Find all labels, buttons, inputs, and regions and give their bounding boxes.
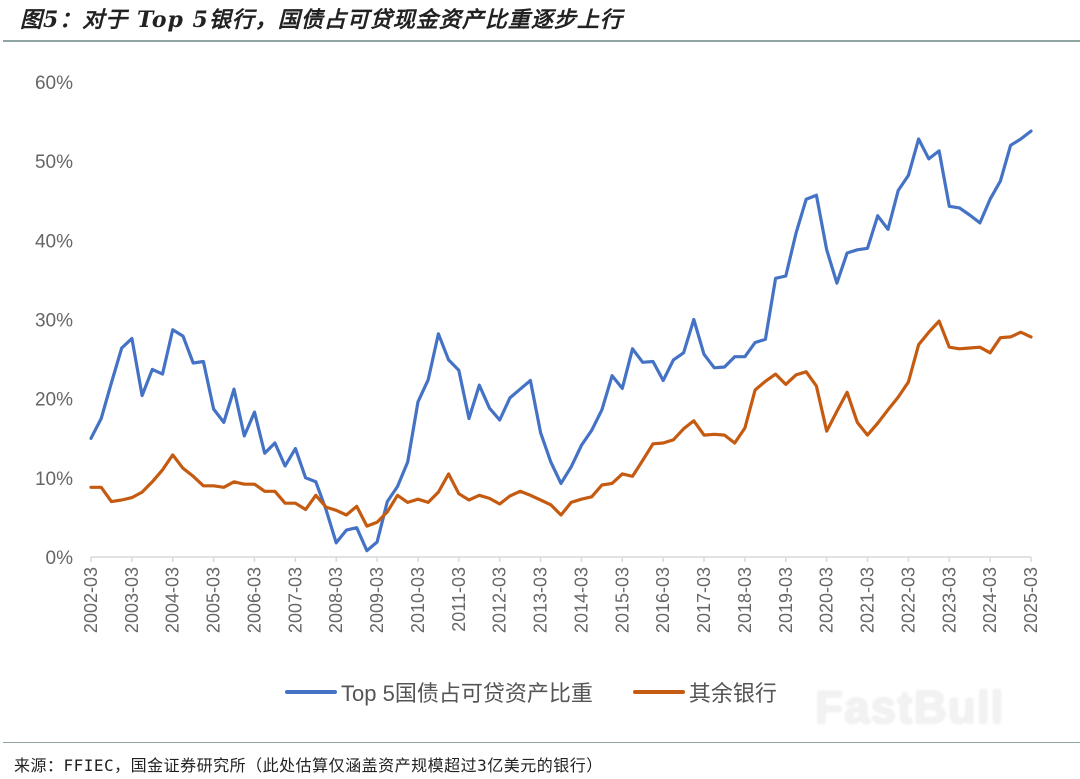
source-note: 来源：FFIEC，国金证券研究所（此处估算仅涵盖资产规模超过3亿美元的银行） [14, 756, 603, 775]
y-tick-label: 20% [35, 390, 73, 411]
x-tick-label: 2019-03 [776, 567, 796, 633]
x-tick-label: 2014-03 [571, 567, 591, 633]
legend-label-others: 其余银行 [688, 681, 777, 706]
y-tick-label: 0% [46, 548, 74, 569]
x-tick-label: 2004-03 [163, 567, 183, 633]
x-tick-label: 2016-03 [653, 567, 673, 633]
x-tick-label: 2018-03 [735, 567, 755, 633]
x-tick-label: 2021-03 [858, 567, 878, 633]
x-tick-label: 2008-03 [326, 567, 346, 633]
x-tick-label: 2003-03 [122, 567, 142, 633]
legend-item-top5: Top 5国债占可贷资产比重 [285, 676, 593, 708]
legend-label-top5: Top 5国债占可贷资产比重 [341, 681, 593, 706]
x-tick-label: 2025-03 [1021, 567, 1041, 633]
x-tick-label: 2006-03 [244, 567, 264, 633]
x-tick-label: 2011-03 [449, 567, 469, 632]
figure-title: 图5：对于 Top 5银行，国债占可贷现金资产比重逐步上行 [20, 7, 623, 33]
y-tick-label: 40% [35, 231, 73, 252]
x-tick-label: 2015-03 [612, 567, 632, 633]
x-tick-label: 2005-03 [204, 567, 224, 633]
series-line-others [89, 319, 1033, 528]
x-tick-label: 2020-03 [817, 567, 837, 633]
x-tick-label: 2022-03 [898, 567, 918, 633]
y-tick-label: 50% [35, 152, 73, 173]
x-tick-label: 2007-03 [285, 567, 305, 633]
x-tick-label: 2024-03 [980, 567, 1000, 633]
watermark-logo: FastBull [815, 681, 1005, 733]
series-line-top5 [89, 129, 1033, 553]
chart-legend: Top 5国债占可贷资产比重 其余银行 [285, 676, 817, 708]
x-tick-label: 2017-03 [694, 567, 714, 633]
bottom-divider [3, 742, 1080, 743]
y-tick-label: 10% [35, 469, 73, 490]
x-tick-label: 2009-03 [367, 567, 387, 633]
x-tick-label: 2012-03 [490, 567, 510, 633]
legend-swatch-top5 [285, 690, 337, 694]
x-tick-label: 2010-03 [408, 567, 428, 633]
top-divider [3, 40, 1080, 42]
x-tick-label: 2023-03 [939, 567, 959, 633]
y-tick-label: 60% [35, 73, 73, 94]
legend-swatch-others [632, 690, 685, 694]
x-tick-label: 2002-03 [81, 567, 101, 633]
y-tick-label: 30% [35, 311, 73, 332]
legend-item-others: 其余银行 [632, 676, 777, 708]
x-tick-label: 2013-03 [531, 567, 551, 633]
